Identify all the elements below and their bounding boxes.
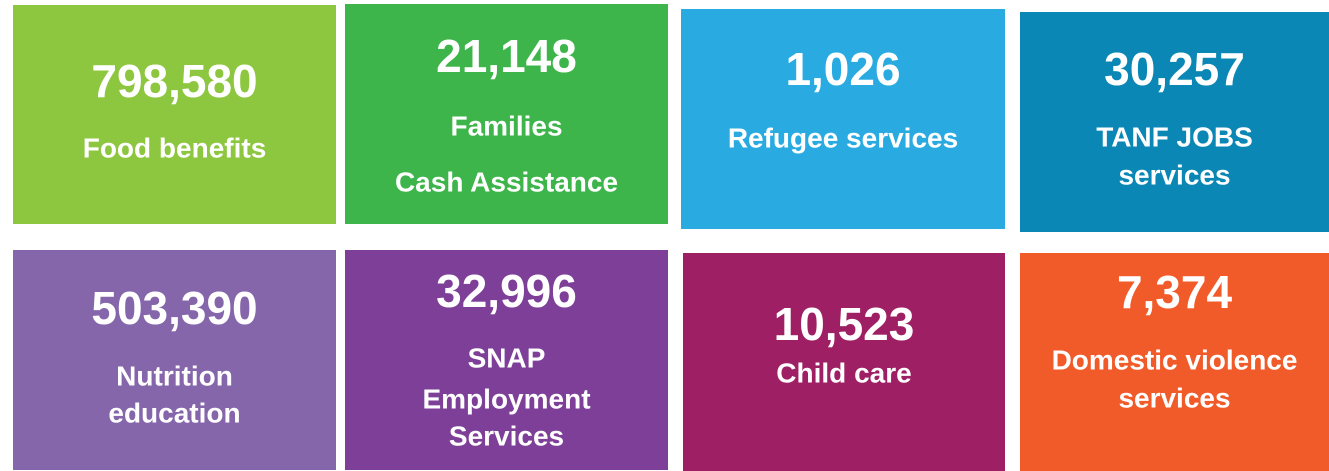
tile-number: 21,148	[436, 30, 577, 82]
tile-label: Refugee services	[728, 122, 958, 153]
tile	[1020, 12, 1329, 232]
tile	[13, 250, 336, 470]
tile-number: 7,374	[1117, 266, 1233, 318]
tile-number: 30,257	[1104, 43, 1245, 95]
tile-label: SNAP	[468, 342, 546, 373]
tile-number: 503,390	[91, 282, 257, 334]
tile-label: Nutrition	[116, 360, 233, 391]
tile-label: Child care	[776, 357, 911, 388]
tile-number: 1,026	[785, 43, 900, 95]
tile-number: 32,996	[436, 265, 577, 317]
tile	[683, 253, 1005, 471]
tile-number: 798,580	[91, 55, 257, 107]
tile-label: services	[1118, 382, 1230, 413]
tile-label: Domestic violence	[1052, 344, 1298, 375]
tile-number: 10,523	[774, 298, 915, 350]
tile-label: Services	[449, 420, 564, 451]
tile-label: Employment	[422, 383, 590, 414]
tile-label: Cash Assistance	[395, 166, 618, 197]
tile-label: Food benefits	[83, 132, 267, 163]
tile-label: services	[1118, 159, 1230, 190]
tile	[345, 4, 668, 224]
tile	[13, 5, 336, 224]
tile-label: Families	[450, 110, 562, 141]
tile	[1020, 253, 1329, 471]
tile-label: education	[108, 397, 240, 428]
tile-label: TANF JOBS	[1096, 121, 1253, 152]
tile	[345, 250, 668, 470]
tile	[681, 9, 1005, 229]
